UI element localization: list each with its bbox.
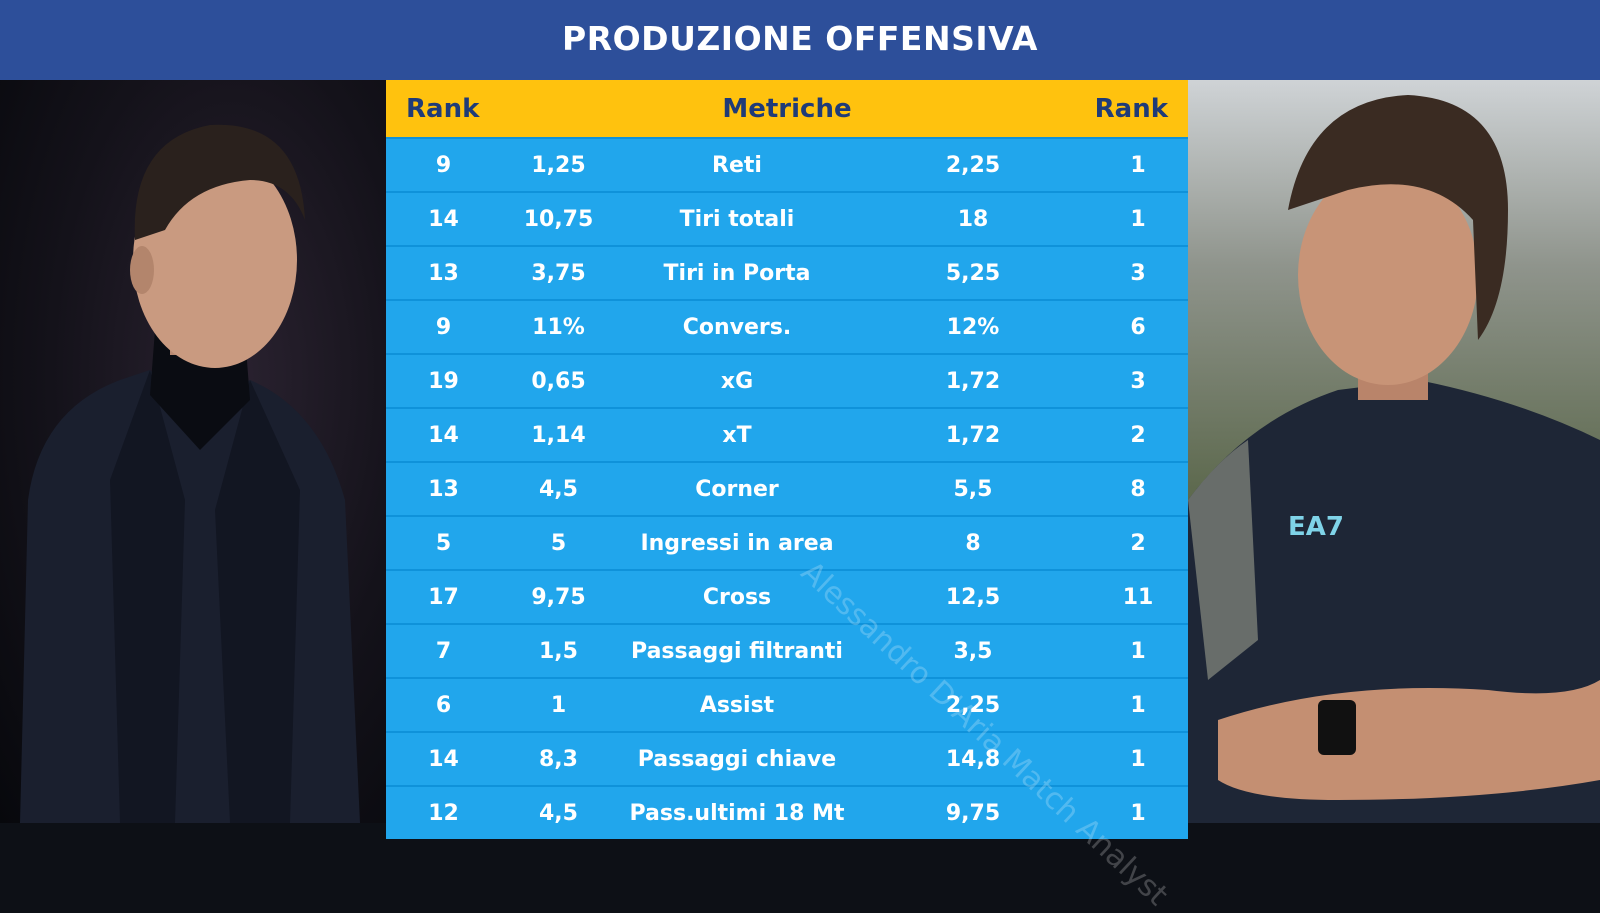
metric-cell: xT (722, 422, 752, 448)
rank-left-cell: 17 (428, 584, 459, 610)
metric-cell: xG (720, 368, 754, 394)
rank-left-cell: 7 (435, 638, 452, 664)
rank-right-cell: 6 (1130, 314, 1146, 340)
value-left-cell: 10,75 (523, 206, 594, 232)
metric-cell: Ingressi in area (640, 530, 834, 556)
rank-right-cell: 1 (1130, 746, 1146, 772)
rank-left-cell: 9 (435, 152, 452, 178)
rank-left-cell: 13 (428, 260, 459, 286)
table-row: 6 1 Assist 2,25 1 (386, 679, 1188, 731)
value-right-cell: 5,25 (945, 260, 1001, 286)
rank-right-cell: 2 (1130, 530, 1146, 556)
metric-cell: Tiri totali (679, 206, 795, 232)
right-coach-photo: EA7 (1188, 80, 1600, 823)
table-row: 9 1,25 Reti 2,25 1 (386, 139, 1188, 191)
value-left-cell: 1,5 (539, 638, 578, 664)
table-row: 7 1,5 Passaggi filtranti 3,5 1 (386, 625, 1188, 677)
table-row: 5 5 Ingressi in area 8 2 (386, 517, 1188, 569)
metric-cell: Tiri in Porta (663, 260, 811, 286)
rank-left-cell: 5 (435, 530, 452, 556)
table-header: Rank Metriche Rank (386, 80, 1188, 137)
rank-right-cell: 1 (1130, 206, 1146, 232)
header-metric: Metriche (722, 93, 852, 124)
rank-right-cell: 1 (1130, 800, 1146, 826)
metric-cell: Passaggi filtranti (631, 638, 843, 664)
table-row: 12 4,5 Pass.ultimi 18 Mt 9,75 1 (386, 787, 1188, 839)
value-right-cell: 9,75 (945, 800, 1001, 826)
value-left-cell: 1,14 (531, 422, 586, 448)
table-row: 14 1,14 xT 1,72 2 (386, 409, 1188, 461)
metric-cell: Pass.ultimi 18 Mt (629, 800, 845, 826)
value-right-cell: 1,72 (945, 368, 1001, 394)
table-row: 19 0,65 xG 1,72 3 (386, 355, 1188, 407)
page-title: PRODUZIONE OFFENSIVA (562, 18, 1038, 58)
stats-table: Rank Metriche Rank 9 1,25 Reti 2,25 1 14 10,75… (386, 80, 1188, 913)
value-left-cell: 9,75 (531, 584, 586, 610)
table-row: 14 8,3 Passaggi chiave 14,8 1 (386, 733, 1188, 785)
rank-left-cell: 14 (428, 746, 459, 772)
value-left-cell: 4,5 (539, 476, 578, 502)
value-right-cell: 14,8 (945, 746, 1001, 772)
rank-right-cell: 1 (1130, 152, 1146, 178)
left-coach-photo (0, 80, 386, 823)
shirt-logo: EA7 (1288, 512, 1344, 542)
rank-left-cell: 19 (428, 368, 459, 394)
header-rank-left: Rank (406, 93, 480, 124)
table-row: 17 9,75 Cross 12,5 11 (386, 571, 1188, 623)
value-left-cell: 4,5 (539, 800, 578, 826)
rank-right-cell: 3 (1130, 260, 1146, 286)
rank-right-cell: 2 (1130, 422, 1146, 448)
value-right-cell: 2,25 (945, 152, 1001, 178)
metric-cell: Assist (699, 692, 775, 718)
rank-right-cell: 8 (1130, 476, 1146, 502)
metric-cell: Convers. (682, 314, 792, 340)
value-right-cell: 3,5 (953, 638, 993, 664)
rank-left-cell: 13 (428, 476, 459, 502)
value-right-cell: 12,5 (945, 584, 1001, 610)
rank-left-cell: 6 (435, 692, 452, 718)
table-row: 9 11% Convers. 12% 6 (386, 301, 1188, 353)
rank-right-cell: 3 (1130, 368, 1146, 394)
value-left-cell: 1,25 (531, 152, 586, 178)
rank-left-cell: 14 (428, 422, 459, 448)
metric-cell: Cross (702, 584, 772, 610)
value-right-cell: 1,72 (945, 422, 1001, 448)
value-right-cell: 2,25 (945, 692, 1001, 718)
value-left-cell: 3,75 (531, 260, 586, 286)
value-left-cell: 11% (532, 314, 585, 340)
value-left-cell: 0,65 (531, 368, 586, 394)
title-banner: PRODUZIONE OFFENSIVA (0, 0, 1600, 80)
header-rank-right: Rank (1094, 93, 1168, 124)
metric-cell: Passaggi chiave (637, 746, 837, 772)
table-row: 13 4,5 Corner 5,5 8 (386, 463, 1188, 515)
rank-right-cell: 1 (1130, 638, 1146, 664)
metric-cell: Reti (712, 152, 762, 178)
table-row: 14 10,75 Tiri totali 18 1 (386, 193, 1188, 245)
value-left-cell: 1 (550, 692, 567, 718)
table-body: 9 1,25 Reti 2,25 1 14 10,75 Tiri totali 18 1 13 3,7… (386, 139, 1188, 839)
value-right-cell: 12% (946, 314, 1000, 340)
value-left-cell: 5 (550, 530, 567, 556)
rank-left-cell: 14 (428, 206, 459, 232)
value-right-cell: 5,5 (953, 476, 993, 502)
value-left-cell: 8,3 (539, 746, 578, 772)
metric-cell: Corner (695, 476, 779, 502)
value-right-cell: 18 (957, 206, 989, 232)
value-right-cell: 8 (965, 530, 981, 556)
rank-left-cell: 12 (428, 800, 459, 826)
rank-right-cell: 1 (1130, 692, 1146, 718)
rank-left-cell: 9 (435, 314, 452, 340)
rank-right-cell: 11 (1122, 584, 1154, 610)
table-row: 13 3,75 Tiri in Porta 5,25 3 (386, 247, 1188, 299)
